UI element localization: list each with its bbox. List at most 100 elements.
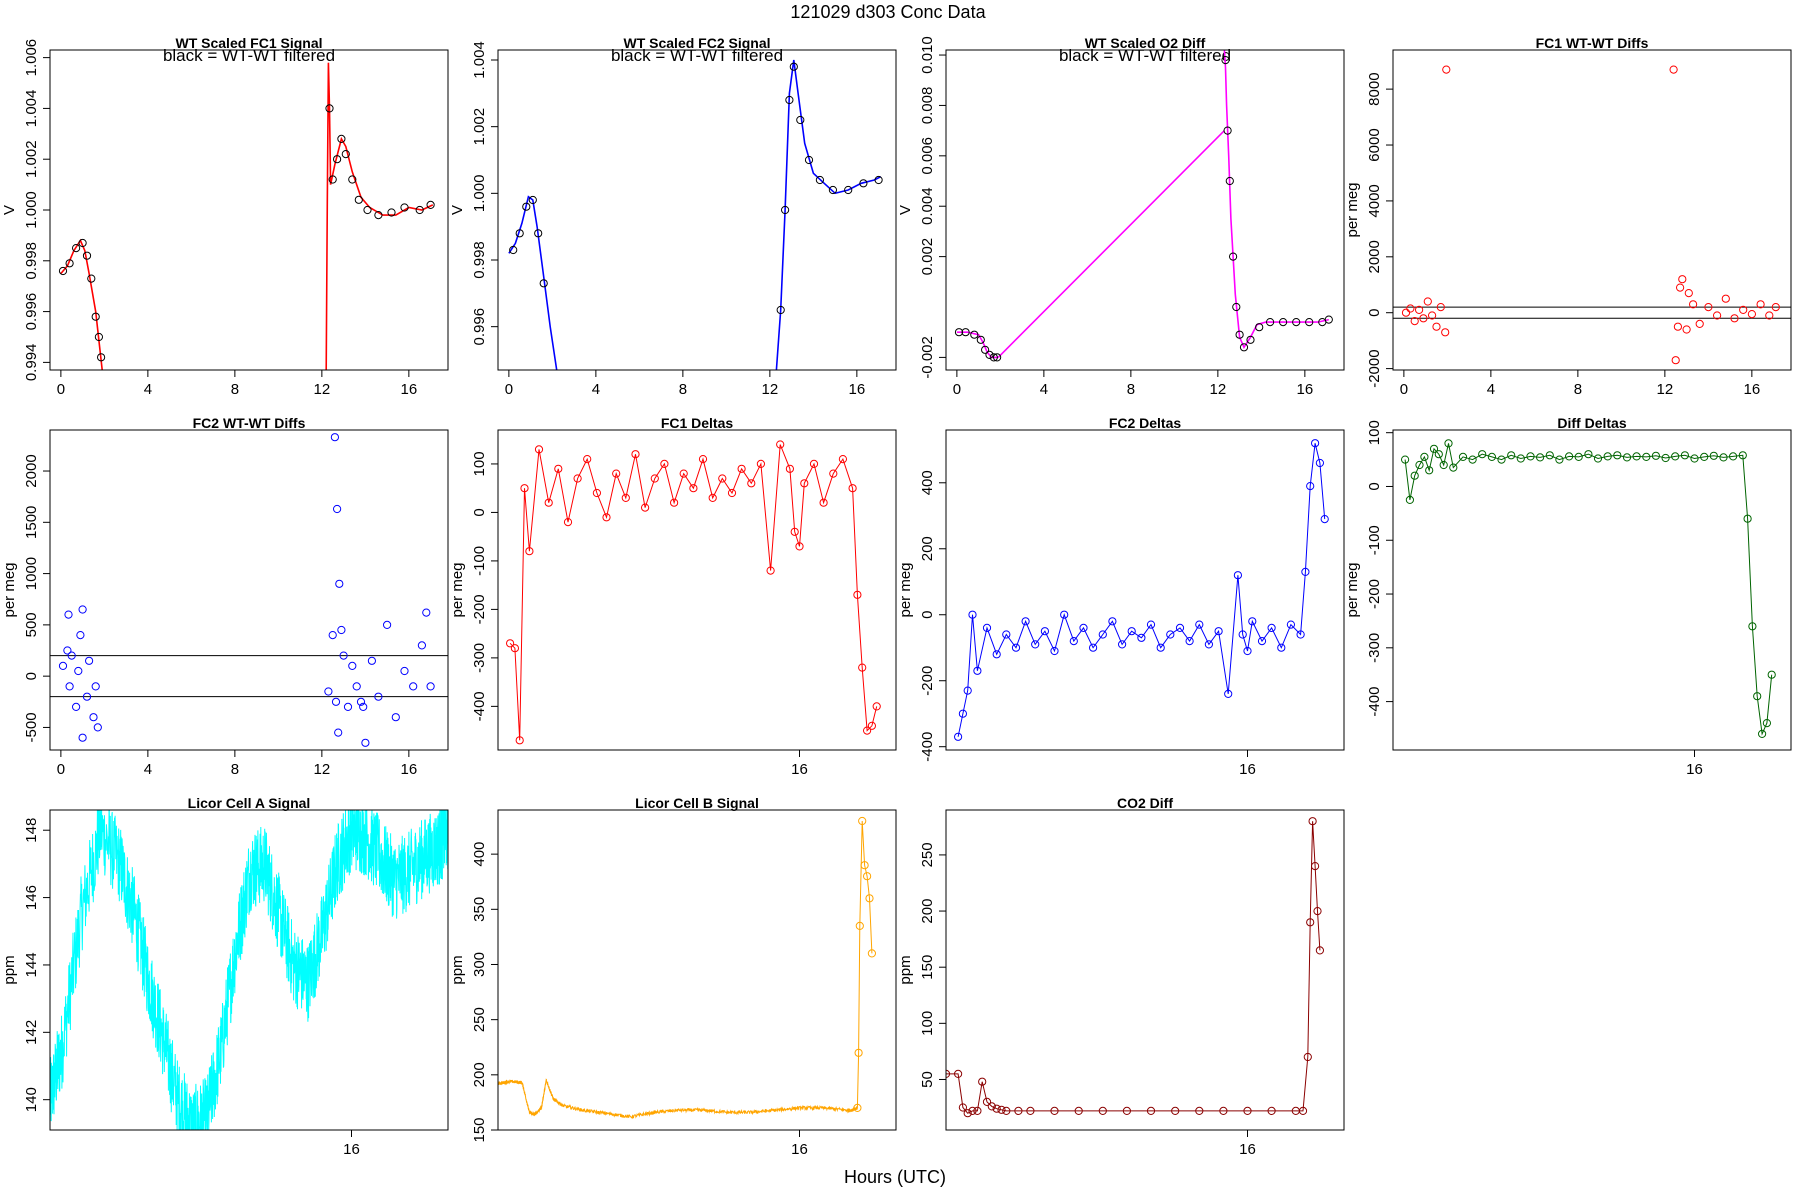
panel-p8: Diff Deltas per meg 16 -400 -300 -200 -100 0 100 (1344, 415, 1792, 778)
data-point (1593, 454, 1603, 463)
data-point (1719, 453, 1728, 462)
data-point (1277, 643, 1286, 652)
data-point (1507, 451, 1516, 460)
data-point (515, 229, 524, 238)
data-point (374, 211, 383, 220)
panel-p6: FC1 Deltas per meg 16 -400 -300 -200 -100 0 100 (449, 415, 897, 778)
data-point (72, 244, 81, 253)
y-tick-label: 100 (919, 1011, 936, 1036)
data-point (1171, 1106, 1180, 1116)
data-point (91, 682, 100, 691)
data-point (954, 328, 964, 337)
data-point (1225, 176, 1234, 186)
data-point (981, 345, 990, 354)
data-point (776, 305, 785, 315)
data-point (528, 195, 537, 205)
panel-annotation: black = WT-WT filtered (163, 46, 335, 65)
y-tick-label: 2000 (1366, 240, 1383, 273)
x-tick-label: 0 (1400, 381, 1408, 398)
y-axis-label: ppm (449, 955, 466, 984)
data-point (1661, 453, 1670, 463)
data-point (1011, 643, 1021, 652)
data-point (989, 353, 998, 362)
x-tick-label: 4 (144, 761, 152, 778)
y-axis-label: ppm (1, 955, 18, 984)
data-point (367, 656, 376, 665)
y-tick-label: 1.004 (471, 41, 488, 79)
panel-title: WT Scaled FC1 Signal (175, 35, 322, 51)
data-point (1026, 1106, 1035, 1116)
data-point (621, 493, 630, 502)
data-point (1432, 322, 1441, 331)
data-point (1301, 567, 1310, 577)
x-tick-label: 16 (791, 1141, 808, 1158)
series-line (50, 810, 448, 1130)
data-point (1434, 450, 1443, 459)
y-tick-label: 100 (1366, 420, 1383, 445)
data-point (829, 469, 838, 478)
data-point (1296, 630, 1305, 639)
data-point (863, 872, 872, 881)
data-point (1221, 56, 1230, 65)
data-point (790, 527, 799, 536)
plot-frame (1392, 49, 1792, 371)
series-line (1223, 50, 1329, 349)
data-point (1243, 1106, 1252, 1116)
x-tick-label: 16 (343, 1141, 360, 1158)
data-point (1689, 300, 1698, 309)
plot-frame (1392, 429, 1792, 751)
data-point (1743, 514, 1752, 523)
y-tick-label: 0.008 (919, 87, 936, 125)
data-point (1279, 318, 1288, 327)
data-point (65, 682, 74, 691)
data-point (968, 610, 977, 619)
data-point (800, 479, 809, 488)
panel-p5: FC2 WT-WT Diffs per meg 0 4 8 12 16 -500 0 500 100… (1, 415, 449, 778)
data-point (1676, 283, 1685, 292)
data-point (1002, 630, 1011, 639)
data-point (1305, 318, 1314, 327)
y-tick-label: 1.002 (471, 108, 488, 146)
y-tick-label: 0.006 (919, 137, 936, 175)
series-line (957, 443, 1326, 737)
y-tick-label: -200 (1366, 579, 1383, 609)
data-point (1753, 692, 1762, 701)
data-point (1545, 451, 1554, 460)
y-axis-label: per meg (449, 562, 466, 617)
data-point (828, 185, 838, 195)
x-tick-label: 4 (1487, 381, 1495, 398)
data-point (1700, 452, 1709, 461)
x-tick-label: 0 (57, 761, 65, 778)
data-point (1458, 452, 1468, 461)
data-point (1680, 451, 1690, 460)
data-point (1166, 630, 1175, 639)
data-point (1756, 300, 1765, 309)
data-point (1233, 571, 1243, 580)
data-point (91, 312, 100, 321)
data-point (1401, 308, 1411, 317)
data-point (1487, 452, 1497, 461)
data-point (426, 682, 435, 691)
data-point (337, 134, 346, 143)
data-point (1758, 729, 1767, 739)
data-point (838, 455, 848, 464)
data-point (865, 894, 874, 903)
data-point (1444, 439, 1453, 448)
data-point (1468, 455, 1477, 464)
data-point (1642, 452, 1651, 461)
data-point (1671, 356, 1680, 365)
panel-p10: Licor Cell B Signal ppm 16 150 200 250 300 350 4… (449, 795, 897, 1158)
data-point (348, 661, 357, 671)
data-point (997, 1105, 1006, 1114)
data-point (1449, 463, 1458, 472)
data-point (78, 605, 87, 614)
data-point (853, 590, 862, 599)
data-point (1089, 643, 1098, 652)
plot-frame (497, 429, 897, 751)
y-tick-label: -400 (919, 732, 936, 762)
plot-frame (945, 809, 1345, 1131)
data-point (1146, 620, 1156, 629)
plot-area (50, 433, 448, 747)
y-axis-label: per meg (897, 562, 914, 617)
data-point (87, 274, 96, 283)
